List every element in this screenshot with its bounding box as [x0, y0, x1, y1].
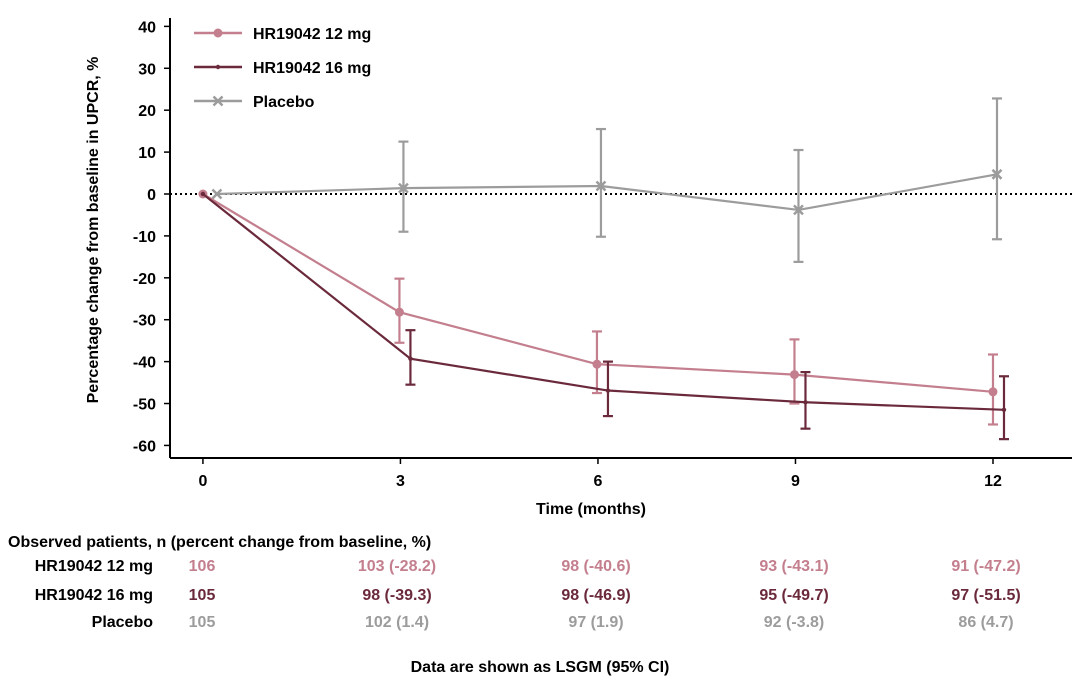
x-tick-label: 9	[791, 473, 800, 490]
x-tick-label: 3	[396, 473, 405, 490]
data-point	[988, 387, 998, 397]
data-point	[595, 180, 607, 192]
table-cell: 97 (-51.5)	[951, 587, 1021, 604]
y-tick-label: -40	[133, 355, 156, 372]
data-point	[991, 168, 1003, 180]
data-point	[605, 388, 611, 393]
legend-label: HR19042 12 mg	[253, 26, 371, 43]
table-cell: 102 (1.4)	[364, 614, 430, 631]
data-point	[408, 356, 413, 361]
table-cell: 105	[188, 587, 216, 604]
y-tick-label: -20	[133, 271, 156, 288]
table-cell: 95 (-49.7)	[759, 587, 829, 604]
data-point	[789, 370, 799, 380]
table-cell: 98 (-40.6)	[561, 558, 631, 575]
y-tick-label: 40	[138, 19, 156, 36]
series-line-hr19042-16-mg	[202, 193, 1005, 411]
y-axis-title: Percentage change from baseline in UPCR,…	[85, 57, 102, 404]
y-tick-label: -60	[133, 438, 156, 455]
legend-marker	[213, 28, 223, 38]
data-point	[394, 307, 404, 317]
x-tick-label: 12	[984, 473, 1002, 490]
table-cell: 97 (1.9)	[568, 614, 624, 631]
x-axis-title: Time (months)	[536, 501, 646, 518]
footnote: Data are shown as LSGM (95% CI)	[410, 659, 670, 676]
y-tick-label: -50	[133, 397, 156, 414]
y-tick-label: 0	[147, 187, 156, 204]
table-row-label: Placebo	[91, 614, 153, 631]
table-row-label: HR19042 16 mg	[34, 587, 153, 604]
x-tick-label: 6	[594, 473, 603, 490]
y-tick-label: -30	[133, 313, 156, 330]
table-cell: 106	[188, 558, 216, 575]
table-cell: 86 (4.7)	[958, 614, 1014, 631]
data-point	[200, 191, 206, 197]
legend-marker	[212, 95, 224, 107]
y-tick-label: 10	[138, 145, 156, 162]
table-cell: 91 (-47.2)	[951, 558, 1021, 575]
data-point	[793, 204, 804, 216]
legend-marker	[215, 64, 221, 70]
legend-label: HR19042 16 mg	[253, 60, 371, 77]
data-point	[592, 359, 602, 369]
data-point	[211, 188, 223, 200]
series-line-placebo	[216, 173, 998, 212]
legend-label: Placebo	[253, 94, 315, 111]
ucpr-line-chart: 40 30 20 10 0 -10 -20 -30 -40 -50 -60 0 3 6 9 12 Time (m…	[85, 18, 1072, 518]
table-cell: 98 (-39.3)	[362, 587, 432, 604]
y-tick-label: -10	[133, 229, 156, 246]
x-tick-label: 0	[198, 473, 207, 490]
data-point	[803, 400, 808, 405]
y-tick-label: 20	[138, 103, 156, 120]
table-cell: 103 (-28.2)	[357, 558, 437, 575]
y-tick-label: 30	[138, 61, 156, 78]
table-cell: 98 (-46.9)	[561, 587, 631, 604]
table-header: Observed patients, n (percent change fro…	[8, 534, 432, 551]
table-cell: 92 (-3.8)	[763, 614, 825, 631]
table-row-label: HR19042 12 mg	[34, 558, 153, 575]
table-cell: 93 (-43.1)	[759, 558, 829, 575]
table-cell: 105	[188, 614, 216, 631]
data-point	[1001, 407, 1007, 413]
data-point	[398, 182, 409, 194]
